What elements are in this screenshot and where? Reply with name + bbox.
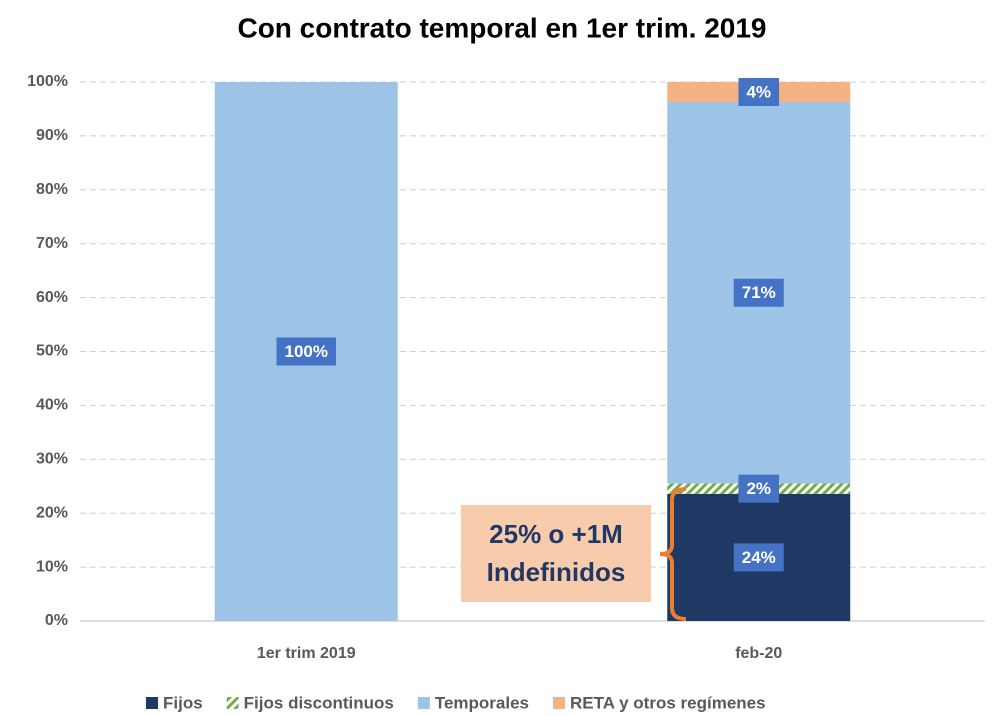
- value-label: 2%: [738, 474, 780, 503]
- legend-swatch: [553, 697, 566, 709]
- annotation-text: Indefinidos: [487, 557, 626, 587]
- y-tick-label: 0%: [45, 612, 68, 629]
- y-tick-label: 20%: [36, 504, 68, 521]
- bracket: [659, 487, 687, 621]
- value-label: 71%: [733, 278, 784, 307]
- y-tick-label: 60%: [36, 289, 68, 306]
- value-label-box: [738, 474, 780, 503]
- value-label-box: [738, 77, 780, 106]
- y-tick-label: 10%: [36, 558, 68, 575]
- legend-swatch: [226, 697, 239, 709]
- value-label-text: 71%: [742, 283, 776, 302]
- legend-label: Fijos discontinuos: [244, 693, 394, 712]
- annotation-text: 25% o +1M: [489, 519, 623, 549]
- value-label-text: 100%: [285, 342, 328, 361]
- legend-swatch: [146, 697, 158, 709]
- y-tick-label: 90%: [36, 127, 68, 144]
- y-tick-label: 80%: [36, 181, 68, 198]
- value-label-box: [276, 337, 336, 366]
- chart-title: Con contrato temporal en 1er trim. 2019: [237, 12, 766, 43]
- legend-label: Fijos: [163, 693, 203, 712]
- legend-swatch: [417, 697, 430, 709]
- x-tick-label: 1er trim 2019: [257, 645, 356, 662]
- value-label-text: 4%: [746, 82, 771, 101]
- value-label: 24%: [733, 543, 784, 572]
- y-tick-label: 30%: [36, 451, 68, 468]
- value-label-box: [733, 278, 784, 307]
- legend-label: Temporales: [435, 693, 529, 712]
- y-tick-label: 100%: [27, 73, 68, 90]
- x-tick-label: feb-20: [735, 645, 782, 662]
- value-label-text: 24%: [742, 548, 776, 567]
- y-tick-label: 50%: [36, 343, 68, 360]
- value-label-box: [733, 543, 784, 572]
- y-tick-label: 70%: [36, 235, 68, 252]
- value-label: 100%: [276, 337, 336, 366]
- value-label-text: 2%: [746, 479, 771, 498]
- legend-label: RETA y otros regímenes: [570, 693, 766, 712]
- value-label: 4%: [738, 77, 780, 106]
- y-tick-label: 40%: [36, 397, 68, 414]
- annotation-box: [461, 505, 651, 602]
